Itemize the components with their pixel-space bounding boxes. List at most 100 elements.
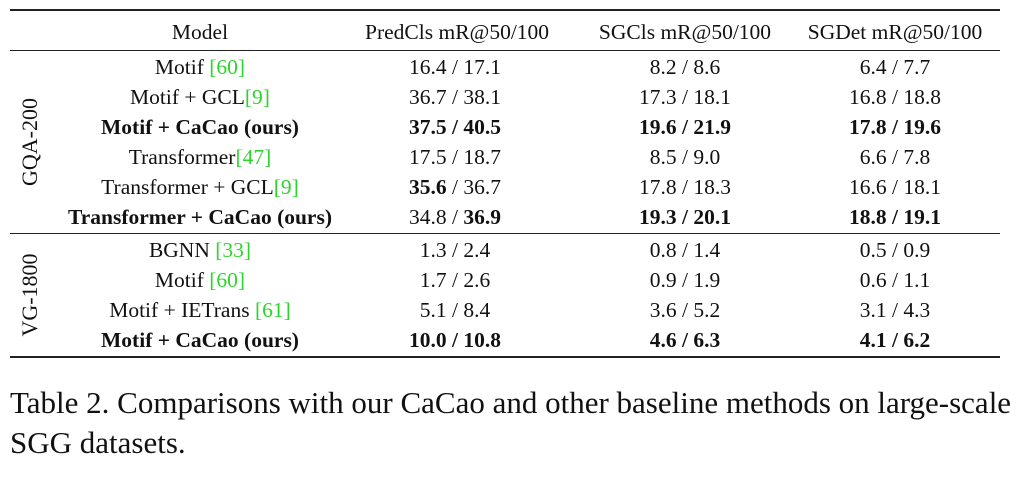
sgcls-cell: 0.8 / 1.4 [595,235,775,265]
separator: / [676,145,694,169]
mr100-value: 0.9 [903,238,931,262]
predcls-cell: 35.6 / 36.7 [365,172,545,202]
predcls-cell: 1.7 / 2.6 [365,265,545,295]
predcls-cell: 10.0 / 10.8 [365,325,545,355]
separator: / [676,115,694,139]
citation-link[interactable]: [33] [215,238,252,262]
mr100-value: 10.8 [463,328,501,352]
table-row: Motif + CaCao (ours) 10.0 / 10.8 4.6 / 6.3… [50,325,1000,355]
mr50-value: 1.7 [419,268,447,292]
citation-link[interactable]: [60] [209,55,246,79]
model-label: Motif + GCL [130,85,245,109]
mr50-value: 6.4 [859,55,887,79]
separator: / [446,238,464,262]
citation-link[interactable]: [61] [254,298,291,322]
model-label: BGNN [148,238,216,262]
sgcls-cell: 8.5 / 9.0 [595,142,775,172]
header-model: Model [171,20,229,44]
sgdet-cell: 6.6 / 7.8 [805,142,985,172]
model-name: Motif + GCL[9] [50,82,350,112]
mr50-value: 17.8 [639,175,677,199]
mr50-value: 3.1 [859,298,887,322]
mr100-value: 2.4 [463,238,491,262]
mr100-value: 18.3 [693,175,731,199]
citation-link[interactable]: [9] [273,175,299,199]
sgcls-cell: 19.6 / 21.9 [595,112,775,142]
predcls-cell: 17.5 / 18.7 [365,142,545,172]
model-label: Motif + CaCao (ours) [101,328,299,352]
table-row: Motif [60] 1.7 / 2.6 0.9 / 1.9 0.6 / 1.1 [50,265,1000,295]
table-row: BGNN [33] 1.3 / 2.4 0.8 / 1.4 0.5 / 0.9 [50,235,1000,265]
model-name: Transformer + GCL[9] [50,172,350,202]
mr100-value: 21.9 [693,115,731,139]
separator: / [446,115,464,139]
mr50-value: 35.6 [409,175,447,199]
table-row: Transformer + CaCao (ours) 34.8 / 36.9 19.… [50,202,1000,232]
separator: / [886,145,904,169]
mr100-value: 18.1 [693,85,731,109]
table-row: Transformer[47] 17.5 / 18.7 8.5 / 9.0 6.6 /… [50,142,1000,172]
mr50-value: 16.4 [409,55,447,79]
separator: / [886,85,904,109]
predcls-cell: 5.1 / 8.4 [365,295,545,325]
model-name: Motif [60] [50,265,350,295]
citation-link[interactable]: [9] [244,85,270,109]
mr50-value: 37.5 [409,115,447,139]
sgcls-cell: 17.8 / 18.3 [595,172,775,202]
predcls-cell: 37.5 / 40.5 [365,112,545,142]
mr50-value: 5.1 [419,298,447,322]
mr50-value: 16.6 [849,175,887,199]
mr50-value: 16.8 [849,85,887,109]
separator: / [886,205,904,229]
separator: / [676,85,694,109]
model-label: Motif [154,268,210,292]
separator: / [886,298,904,322]
sgdet-cell: 3.1 / 4.3 [805,295,985,325]
mr50-value: 3.6 [649,298,677,322]
mr50-value: 0.5 [859,238,887,262]
mr100-value: 38.1 [463,85,501,109]
table-row: Motif + CaCao (ours) 37.5 / 40.5 19.6 / 21… [50,112,1000,142]
table-row: Motif + GCL[9] 36.7 / 38.1 17.3 / 18.1 16.8… [50,82,1000,112]
predcls-cell: 16.4 / 17.1 [365,52,545,82]
mr100-value: 40.5 [463,115,501,139]
model-name: Motif + CaCao (ours) [50,112,350,142]
citation-link[interactable]: [60] [209,268,246,292]
table-caption: Table 2. Comparisons with our CaCao and … [10,385,1012,460]
mr100-value: 19.6 [903,115,941,139]
group-label-text: VG-1800 [17,253,42,337]
mr50-value: 34.8 [409,205,447,229]
mr100-value: 5.2 [693,298,721,322]
citation-link[interactable]: [47] [235,145,272,169]
separator: / [886,175,904,199]
mr100-value: 8.6 [693,55,721,79]
mr100-value: 36.7 [463,175,501,199]
separator: / [676,238,694,262]
model-label: Motif + CaCao (ours) [101,115,299,139]
mr100-value: 1.9 [693,268,721,292]
separator: / [886,238,904,262]
mr100-value: 19.1 [903,205,941,229]
separator: / [676,55,694,79]
model-label: Transformer [128,145,236,169]
sgcls-cell: 3.6 / 5.2 [595,295,775,325]
sgcls-cell: 8.2 / 8.6 [595,52,775,82]
model-label: Motif [154,55,210,79]
mr50-value: 1.3 [419,238,447,262]
mr100-value: 6.3 [693,328,721,352]
table-row: Motif + IETrans [61] 5.1 / 8.4 3.6 / 5.2 3.… [50,295,1000,325]
separator: / [886,268,904,292]
mr50-value: 0.6 [859,268,887,292]
header-predcls: PredCls mR@50/100 [365,20,550,44]
mr50-value: 0.8 [649,238,677,262]
sgdet-cell: 0.5 / 0.9 [805,235,985,265]
separator: / [676,298,694,322]
model-label: Motif + IETrans [109,298,255,322]
sgcls-cell: 4.6 / 6.3 [595,325,775,355]
sgcls-cell: 19.3 / 20.1 [595,202,775,232]
mr50-value: 4.1 [859,328,887,352]
mr100-value: 8.4 [463,298,491,322]
header-sgcls: SGCls mR@50/100 [598,20,772,44]
mr50-value: 36.7 [409,85,447,109]
mr50-value: 17.5 [409,145,447,169]
